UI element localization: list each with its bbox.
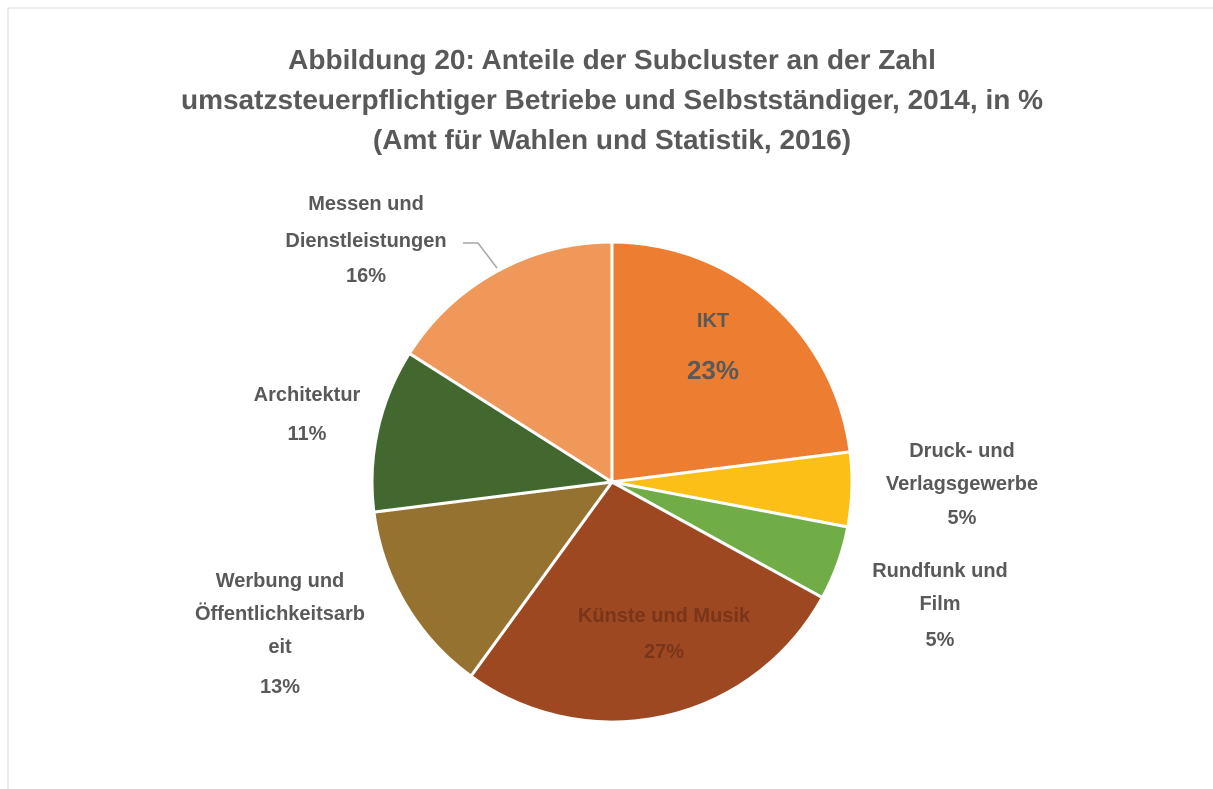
- pie-slice: [468, 480, 825, 724]
- value-label: 13%: [260, 676, 300, 698]
- value-label: 27%: [644, 641, 684, 663]
- value-label: 5%: [926, 629, 955, 651]
- chart-title: Abbildung 20: Anteile der Subcluster an …: [181, 44, 1043, 155]
- pie-slice: [370, 351, 617, 514]
- pie-slice: [372, 480, 616, 679]
- category-label: Künste und Musik: [578, 605, 751, 627]
- category-label: IKT: [697, 310, 729, 332]
- category-label: Werbung und Öffentlichkeitsarb eit: [195, 570, 365, 658]
- value-label: 16%: [346, 265, 386, 287]
- category-label: Messen und Dienstleistungen: [285, 193, 446, 252]
- value-label: 23%: [687, 355, 739, 385]
- value-label: 11%: [288, 423, 327, 445]
- pie-slice: [610, 240, 852, 484]
- chart-frame: [7, 7, 1213, 789]
- category-label: Druck- und Verlagsgewerbe: [886, 440, 1038, 495]
- category-label: Architektur: [254, 384, 361, 406]
- value-label: 5%: [948, 507, 977, 529]
- category-label: Rundfunk und Film: [872, 560, 1008, 615]
- leader-line: [463, 242, 498, 269]
- pie-slice: [407, 240, 614, 485]
